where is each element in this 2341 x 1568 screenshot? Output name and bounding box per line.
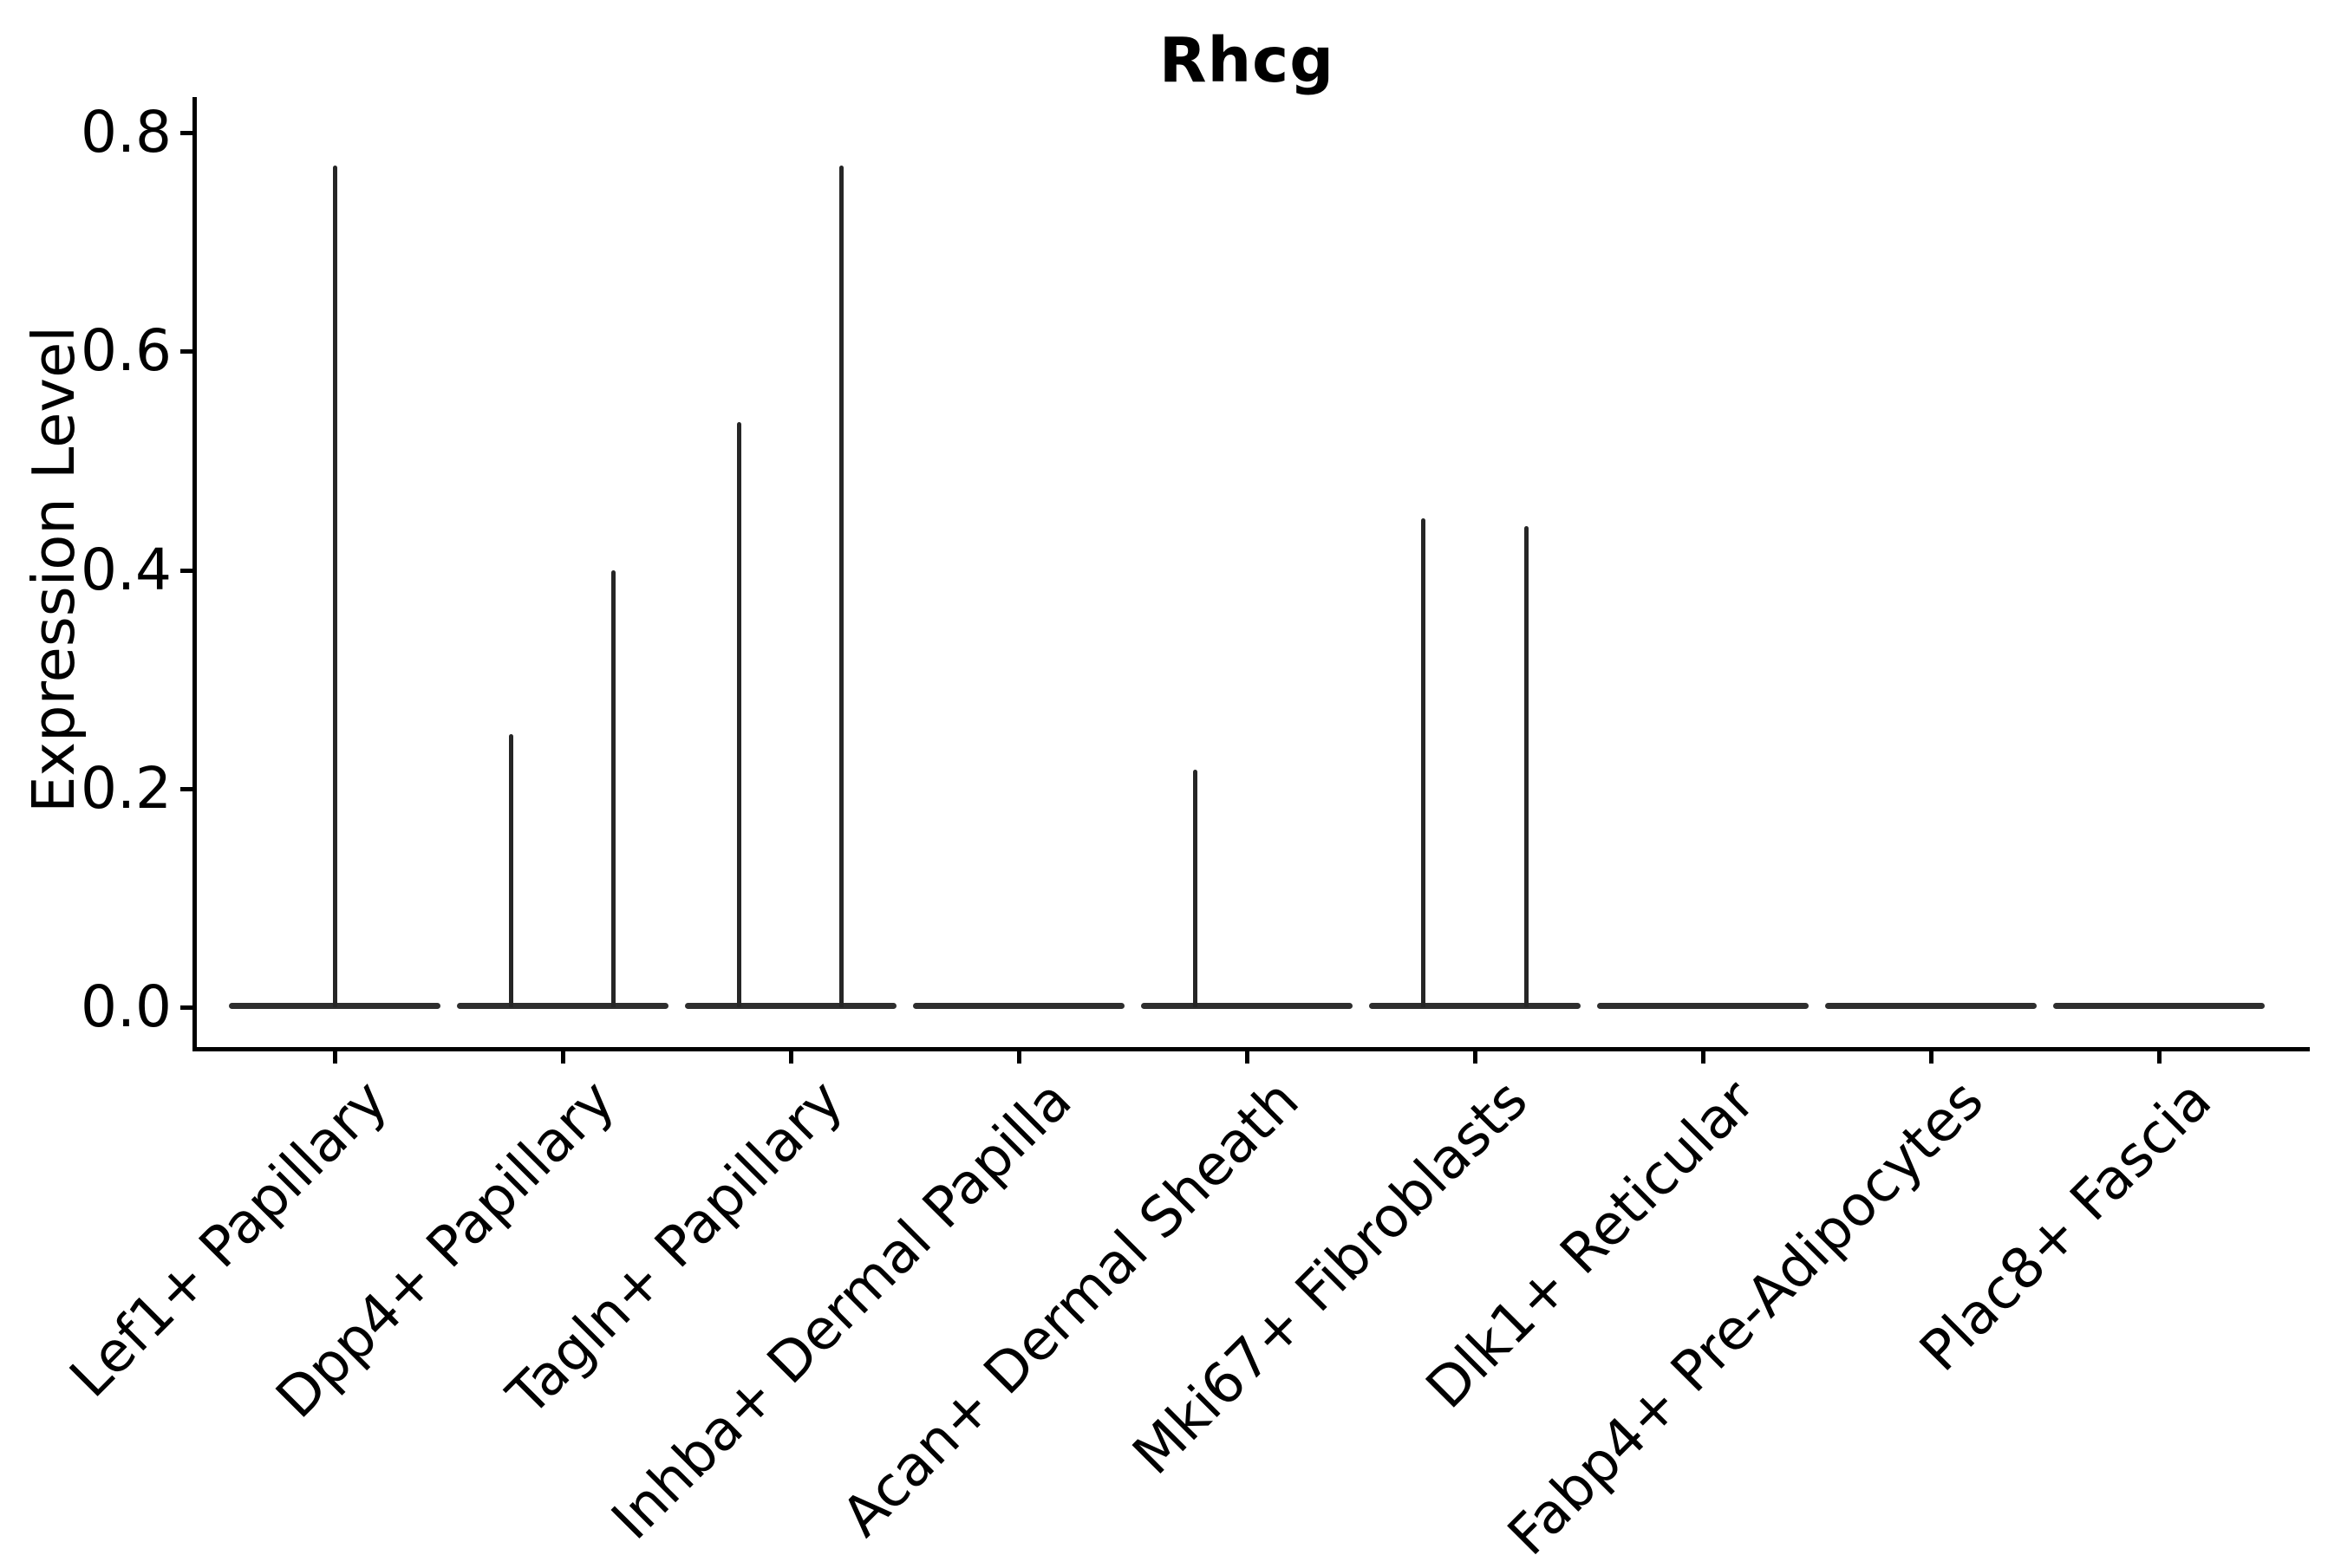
y-axis-line [192,97,197,1051]
y-tick-mark [180,131,193,135]
x-category-label: Acan+ Dermal Sheath [831,1068,1312,1550]
violin-baseline [2053,1003,2265,1009]
y-tick-label: 0.2 [81,754,172,822]
x-tick-mark [1701,1051,1705,1064]
x-category-label: Fabp4+ Pre-Adipocytes [1496,1068,1996,1568]
violin-spike [1523,526,1529,1007]
x-tick-mark [1929,1051,1933,1064]
x-category-label: Inhba+ Dermal Papilla [599,1068,1084,1552]
x-tick-mark [2157,1051,2162,1064]
x-tick-mark [1017,1051,1021,1064]
violin-baseline [1369,1003,1581,1009]
violin-baseline [685,1003,897,1009]
chart-title: Rhcg [1158,24,1335,96]
y-tick-label: 0.6 [81,317,172,385]
x-axis-line [192,1047,2310,1051]
violin-baseline [913,1003,1125,1009]
y-tick-mark [180,1005,193,1010]
violin-spike [508,733,513,1007]
y-tick-mark [180,349,193,355]
violin-baseline [1597,1003,1809,1009]
x-tick-mark [789,1051,793,1064]
violin-baseline [457,1003,668,1009]
violin-spike [332,165,337,1007]
y-tick-label: 0.0 [81,973,172,1040]
violin-spike [610,569,616,1007]
y-tick-mark [180,786,193,791]
x-category-label: Mki67+ Fibroblasts [1120,1068,1540,1487]
x-tick-mark [1245,1051,1249,1064]
x-tick-mark [333,1051,337,1064]
violin-spike [1192,770,1197,1007]
violin-baseline [1825,1003,2037,1009]
y-tick-label: 0.4 [81,536,172,603]
violin-baseline [1141,1003,1353,1009]
y-tick-label: 0.8 [81,99,172,166]
y-tick-mark [180,568,193,573]
violin-spike [838,165,844,1007]
x-tick-mark [561,1051,565,1064]
violin-spike [736,422,741,1007]
violin-spike [1420,518,1425,1007]
x-tick-mark [1473,1051,1477,1064]
